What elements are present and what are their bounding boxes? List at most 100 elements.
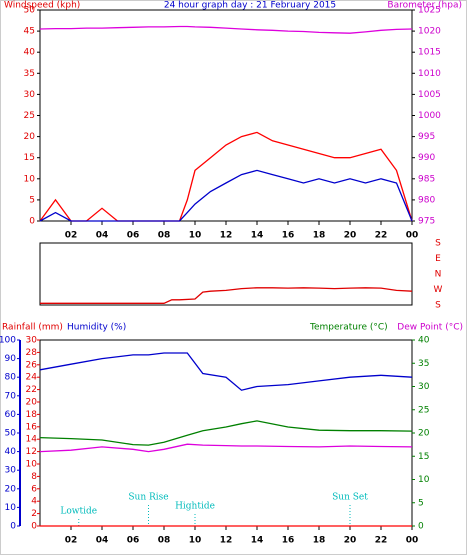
y-tick-label: 5 <box>418 498 424 508</box>
series-line <box>39 443 413 453</box>
x-tick-label: 04 <box>96 231 109 241</box>
x-tick-label: 14 <box>251 231 264 241</box>
y2-axis-label: Barometer (hpa) <box>387 1 462 11</box>
x-tick-label: 22 <box>375 231 388 241</box>
x-tick-label: 18 <box>313 536 326 546</box>
y2-tick-label: 995 <box>418 132 435 142</box>
x-tick-label: 20 <box>344 536 357 546</box>
series-line <box>40 287 413 304</box>
x-tick-label: 16 <box>282 231 295 241</box>
y2-tick-label: 1000 <box>418 111 441 121</box>
x-tick-label: 06 <box>127 536 140 546</box>
annotation: Hightide <box>175 502 215 512</box>
y-tick-label: 8 <box>31 472 37 482</box>
y-tick-label: 26 <box>26 360 38 370</box>
y-tick-label: 45 <box>24 27 35 37</box>
y-tick-label: 10 <box>26 460 38 470</box>
y-tick-label: 12 <box>26 447 37 457</box>
y-tick-label: 15 <box>24 153 35 163</box>
y-tick-label: 15 <box>418 452 429 462</box>
x-tick-label: 10 <box>189 536 202 546</box>
x-tick-label: 08 <box>158 536 171 546</box>
y-tick-label: 100 <box>0 336 16 346</box>
y-tick-label: 0 <box>31 522 37 532</box>
y-tick-label: 20 <box>24 132 36 142</box>
y2-tick-label: 985 <box>418 174 435 184</box>
chart-title: 24 hour graph day : 21 February 2015 <box>164 1 336 11</box>
annotation: Sun Set <box>332 493 368 503</box>
x-tick-label: 22 <box>375 536 388 546</box>
x-tick-label: 12 <box>220 536 233 546</box>
y-tick-label: 90 <box>5 354 17 364</box>
y-tick-label: 30 <box>418 382 430 392</box>
y2-tick-label: 1015 <box>418 48 441 58</box>
y-tick-label: 22 <box>26 385 37 395</box>
y-tick-label: 6 <box>31 484 37 494</box>
y2-tick-label: 1025 <box>418 6 441 16</box>
series-line <box>39 25 413 34</box>
y-tick-label: 0 <box>10 522 16 532</box>
y-tick-label: 30 <box>26 336 38 346</box>
x-tick-label: 18 <box>313 231 326 241</box>
y-tick-label: 16 <box>26 422 38 432</box>
y-tick-label: 20 <box>418 429 430 439</box>
y-tick-label: 24 <box>26 373 38 383</box>
x-tick-label: 10 <box>189 231 202 241</box>
y-tick-label: 4 <box>31 497 37 507</box>
x-tick-label: 02 <box>65 536 78 546</box>
y-axis-label: Windspeed (kph) <box>4 1 80 11</box>
y-tick-label: 20 <box>5 484 17 494</box>
y-tick-label: S <box>435 239 441 249</box>
y-tick-label: 14 <box>26 435 38 445</box>
y-tick-label: 18 <box>26 410 38 420</box>
y2-tick-label: 1010 <box>418 69 441 79</box>
y-tick-label: 5 <box>29 195 35 205</box>
y2-tick-label: 990 <box>418 153 435 163</box>
y-tick-label: 30 <box>24 90 36 100</box>
series-line <box>39 420 413 446</box>
axis-label: Humidity (%) <box>67 323 126 333</box>
x-tick-label: 12 <box>220 231 233 241</box>
y-tick-label: 25 <box>418 405 429 415</box>
y-tick-label: 35 <box>24 69 35 79</box>
x-tick-label: 06 <box>127 231 140 241</box>
x-tick-label: 16 <box>282 536 295 546</box>
annotation: Lowtide <box>60 507 97 517</box>
x-tick-label: 20 <box>344 231 357 241</box>
series-line <box>39 169 413 222</box>
y-tick-label: 35 <box>418 359 429 369</box>
y2-tick-label: 1005 <box>418 90 441 100</box>
y-tick-label: S <box>435 301 441 311</box>
y-tick-label: 70 <box>5 391 17 401</box>
axis-label: Dew Point (°C) <box>397 323 463 333</box>
y-tick-label: 10 <box>5 503 17 513</box>
x-tick-label: 08 <box>158 231 171 241</box>
y-tick-label: N <box>435 270 442 280</box>
annotation: Sun Rise <box>128 493 168 503</box>
y-tick-label: 0 <box>418 522 424 532</box>
y2-tick-label: 1020 <box>418 27 441 37</box>
y-tick-label: 60 <box>5 410 17 420</box>
plot-frame <box>39 242 413 306</box>
y2-tick-label: 975 <box>418 217 435 227</box>
x-tick-label: 00 <box>406 536 419 546</box>
y-tick-label: 10 <box>418 475 430 485</box>
y-tick-label: 20 <box>26 398 38 408</box>
x-tick-label: 04 <box>96 536 109 546</box>
y-tick-label: 30 <box>5 466 17 476</box>
y-tick-label: 10 <box>24 174 36 184</box>
y-tick-label: 25 <box>24 111 35 121</box>
y-tick-label: 40 <box>5 447 17 457</box>
series-line <box>39 352 413 391</box>
axis-label: Rainfall (mm) <box>2 323 63 333</box>
series-line <box>39 131 413 222</box>
y-tick-label: 50 <box>24 6 36 16</box>
axis-label: Temperature (°C) <box>309 323 388 333</box>
x-tick-label: 00 <box>406 231 419 241</box>
x-tick-label: 02 <box>65 231 78 241</box>
y-tick-label: 0 <box>29 217 35 227</box>
y-tick-label: W <box>434 285 443 295</box>
x-tick-label: 14 <box>251 536 264 546</box>
y-tick-label: 50 <box>5 429 17 439</box>
